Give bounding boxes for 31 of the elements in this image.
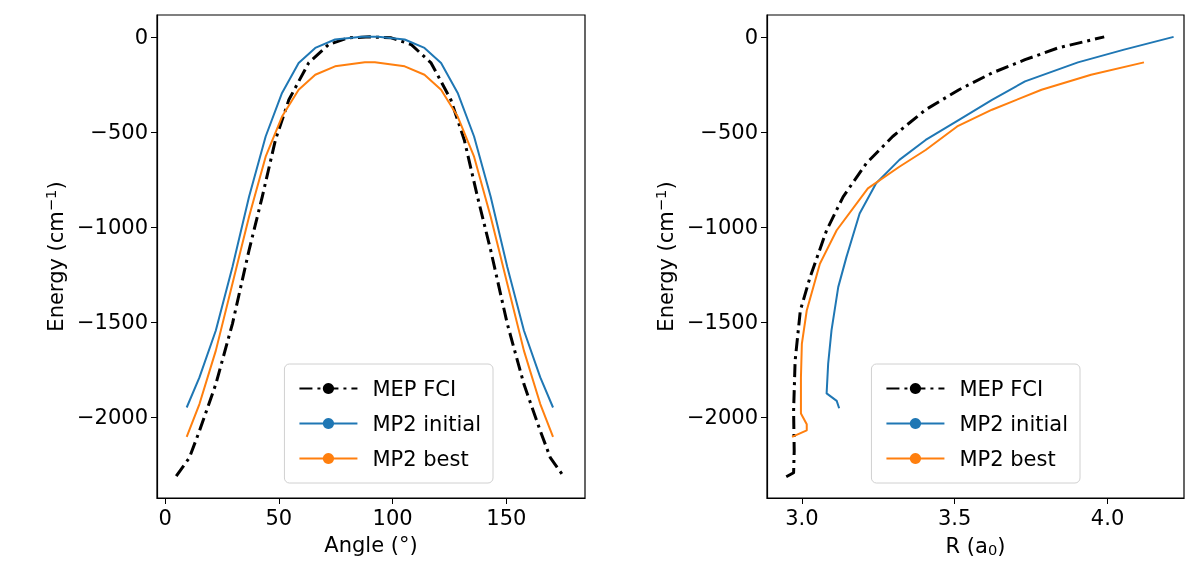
legend-label: MP2 initial	[959, 411, 1069, 436]
y-axis-title: Energy (cm−1)	[651, 181, 678, 332]
line-series	[784, 35, 1106, 479]
x-tick-label: 3.0	[785, 505, 819, 530]
legend-label: MP2 best	[372, 446, 469, 471]
legend-label: MEP FCI	[372, 376, 457, 401]
legend-label: MEP FCI	[959, 376, 1044, 401]
x-tick-label: 0	[158, 505, 172, 530]
y-tick-label: −1500	[686, 310, 758, 335]
line-series	[174, 35, 565, 478]
x-axis-title: R (a0)	[945, 533, 1006, 559]
y-axis-title: Energy (cm−1)	[41, 181, 68, 332]
legend-label: MP2 best	[959, 446, 1056, 471]
y-tick-label: −500	[90, 119, 148, 144]
y-tick-label: 0	[744, 24, 758, 49]
x-axis-title: Angle (°)	[324, 532, 418, 557]
y-tick-label: −2000	[76, 405, 148, 430]
y-tick-label: −1500	[76, 310, 148, 335]
y-tick-label: −2000	[686, 405, 758, 430]
x-tick-label: 3.5	[938, 505, 972, 530]
y-tick-label: −1000	[76, 215, 148, 240]
line-series	[791, 61, 1145, 438]
y-tick-label: −1000	[686, 215, 758, 240]
y-tick-label: −500	[700, 119, 758, 144]
legend-label: MP2 initial	[372, 411, 482, 436]
line-series	[825, 35, 1175, 410]
x-tick-label: 4.0	[1090, 505, 1125, 530]
x-tick-label: 100	[372, 505, 413, 530]
y-tick-label: 0	[134, 24, 148, 49]
x-tick-label: 150	[486, 505, 527, 530]
x-tick-label: 50	[265, 505, 293, 530]
